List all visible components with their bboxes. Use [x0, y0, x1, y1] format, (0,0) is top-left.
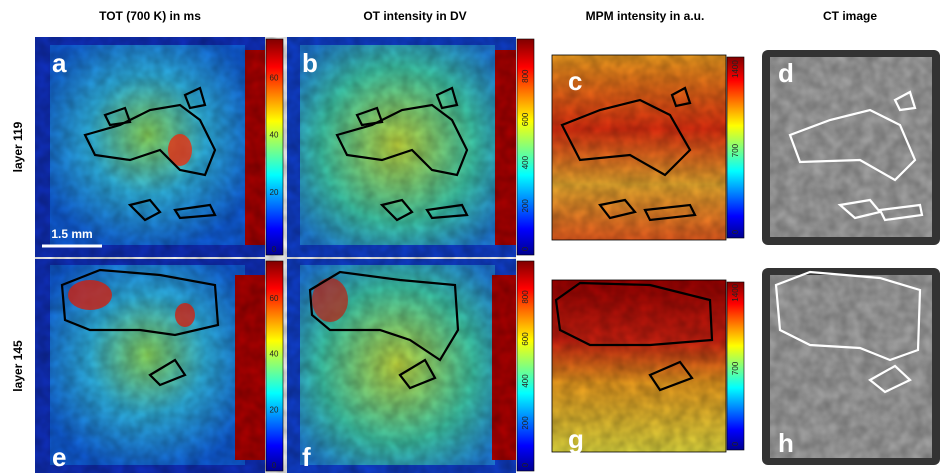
colorbar-tick-label: 0 — [521, 246, 530, 251]
hot-spot — [68, 280, 112, 310]
panels — [35, 37, 940, 473]
panel-letter: f — [302, 442, 311, 472]
colorbar — [516, 260, 535, 472]
panel-letter: g — [568, 424, 584, 454]
colorbar-tick-label: 0 — [521, 462, 530, 467]
colorbar-tick-label: 0 — [731, 441, 740, 446]
colorbar-tick-label: 400 — [521, 155, 530, 169]
colorbar-tick-label: 1400 — [731, 283, 740, 301]
column-title: OT intensity in DV — [363, 9, 466, 23]
column-title: MPM intensity in a.u. — [586, 9, 705, 23]
colorbar-tick-label: 0 — [272, 245, 277, 254]
colorbar — [516, 38, 535, 256]
row-label: layer 145 — [11, 340, 25, 392]
colorbar-tick-label: 40 — [270, 350, 279, 359]
colorbar — [265, 38, 284, 256]
colorbar-tick-label: 800 — [521, 290, 530, 304]
hot-spot — [175, 303, 195, 327]
row-label: layer 119 — [11, 121, 25, 172]
column-title: CT image — [823, 9, 877, 23]
panel-letter: a — [52, 48, 67, 78]
colorbar — [265, 260, 284, 472]
colorbar-tick-label: 400 — [521, 374, 530, 388]
defect-outline — [774, 90, 924, 394]
colorbar-tick-label: 60 — [270, 73, 279, 82]
colorbar-tick-label: 60 — [270, 294, 279, 303]
panel-letter: b — [302, 48, 318, 78]
labels: TOT (700 K) in ms OT intensity in DV MPM… — [11, 9, 877, 392]
panel-letter: h — [778, 428, 794, 458]
panel-letter: d — [778, 58, 794, 88]
colorbar-tick-label: 0 — [272, 461, 277, 470]
colorbar-tick-label: 700 — [731, 143, 740, 157]
scale-bar-label: 1.5 mm — [51, 227, 92, 241]
colorbar — [726, 56, 745, 239]
colorbar — [726, 281, 745, 451]
hot-spot — [168, 134, 192, 166]
defect-outline — [60, 86, 714, 392]
panel-letter: c — [568, 66, 582, 96]
colorbar-tick-label: 600 — [521, 112, 530, 126]
colorbar-tick-label: 20 — [270, 405, 279, 414]
colorbar-tick-label: 1400 — [731, 60, 740, 78]
colorbar-tick-label: 800 — [521, 69, 530, 83]
colorbar-tick-label: 20 — [270, 188, 279, 197]
hot-spot — [312, 278, 348, 322]
colorbar-tick-label: 700 — [731, 361, 740, 375]
colorbar-tick-label: 40 — [270, 131, 279, 140]
texture — [35, 37, 932, 473]
colorbar-tick-label: 200 — [521, 416, 530, 430]
colorbar-tick-label: 0 — [731, 229, 740, 234]
colorbar-tick-label: 600 — [521, 332, 530, 346]
colorbar-tick-label: 200 — [521, 199, 530, 213]
column-title: TOT (700 K) in ms — [99, 9, 201, 23]
panel-letter: e — [52, 442, 66, 472]
